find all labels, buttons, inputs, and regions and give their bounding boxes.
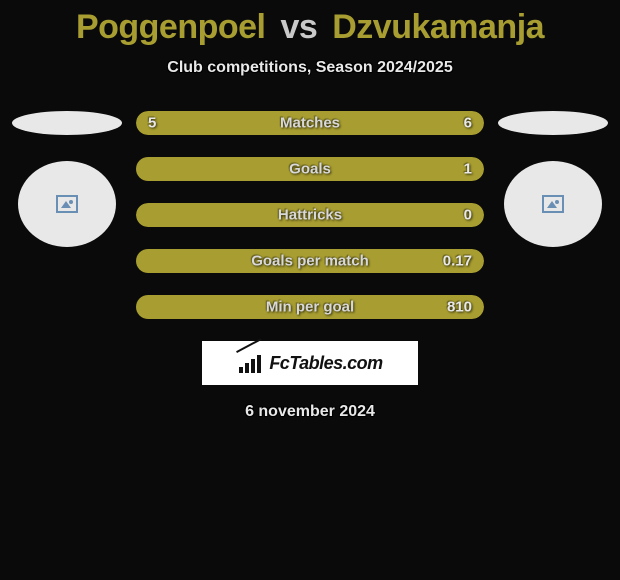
stat-value-right: 0.17 [443, 253, 472, 270]
comparison-card: Poggenpoel vs Dzvukamanja Club competiti… [0, 0, 620, 421]
vs-label: vs [280, 8, 317, 46]
bar-chart-icon [237, 353, 263, 373]
player1-photo-placeholder [18, 161, 116, 247]
stat-bar: Min per goal 810 [136, 295, 484, 319]
comparison-body: 5 Matches 6 Goals 1 Hattricks 0 Goals per match… [0, 111, 620, 319]
stat-label: Matches [280, 115, 340, 132]
page-title: Poggenpoel vs Dzvukamanja [0, 8, 620, 47]
stat-label: Goals [289, 161, 331, 178]
source-logo[interactable]: FcTables.com [202, 341, 418, 385]
stat-bar: Hattricks 0 [136, 203, 484, 227]
stat-label: Hattricks [278, 207, 342, 224]
stat-value-right: 0 [464, 207, 472, 224]
date-label: 6 november 2024 [0, 403, 620, 421]
player2-photo-placeholder [504, 161, 602, 247]
stat-label: Min per goal [266, 299, 354, 316]
player1-flag-placeholder [12, 111, 122, 135]
stat-bar: Goals per match 0.17 [136, 249, 484, 273]
player2-name: Dzvukamanja [332, 8, 544, 46]
player2-avatar-column [498, 111, 608, 247]
subtitle: Club competitions, Season 2024/2025 [0, 59, 620, 77]
stat-value-right: 1 [464, 161, 472, 178]
stat-label: Goals per match [251, 253, 369, 270]
stat-bar: 5 Matches 6 [136, 111, 484, 135]
stat-value-right: 6 [464, 115, 472, 132]
player2-flag-placeholder [498, 111, 608, 135]
stat-bar: Goals 1 [136, 157, 484, 181]
player1-name: Poggenpoel [76, 8, 266, 46]
stat-value-left: 5 [148, 115, 156, 132]
stats-bars: 5 Matches 6 Goals 1 Hattricks 0 Goals per match… [136, 111, 484, 319]
player1-avatar-column [12, 111, 122, 247]
image-placeholder-icon [56, 195, 78, 213]
stat-value-right: 810 [447, 299, 472, 316]
image-placeholder-icon [542, 195, 564, 213]
source-logo-text: FcTables.com [269, 353, 382, 374]
